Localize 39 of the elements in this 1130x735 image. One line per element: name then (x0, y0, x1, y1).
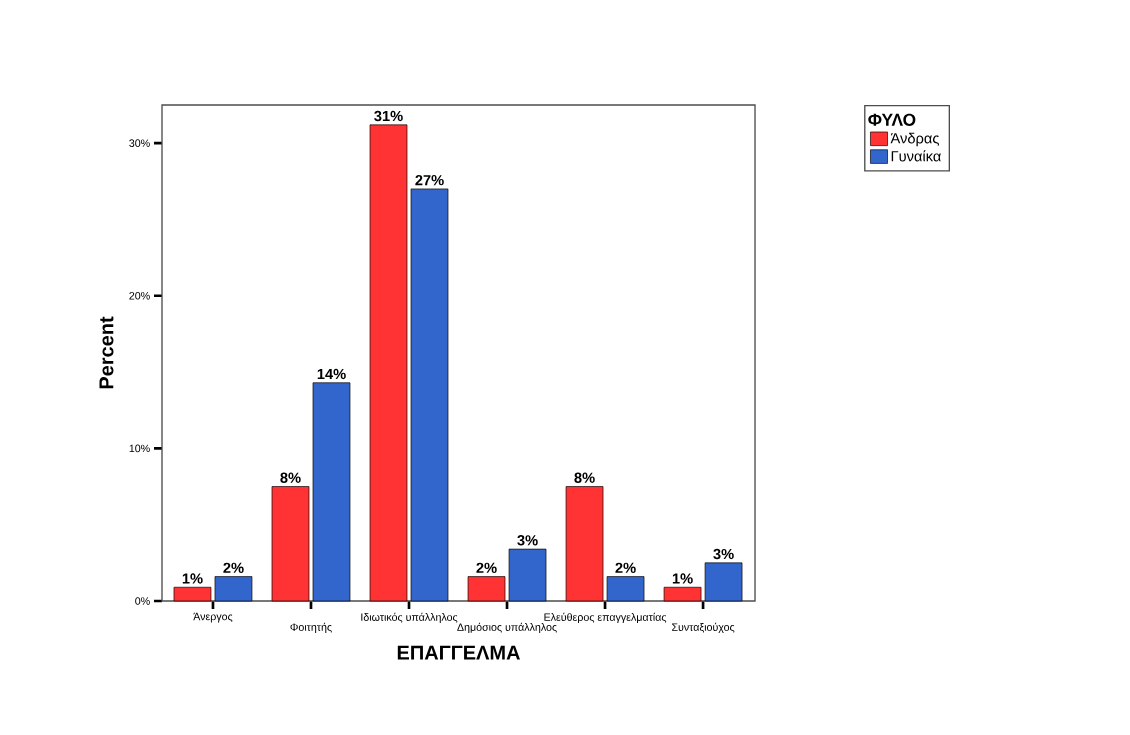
x-tick-label: Ελεύθερος επαγγελματίας (544, 612, 667, 624)
data-label: 3% (517, 535, 538, 546)
bar (271, 486, 310, 602)
y-tick-label: 30% (129, 139, 150, 147)
data-label: 31% (374, 110, 403, 122)
data-label: 2% (615, 562, 636, 573)
data-label: 2% (223, 562, 244, 573)
data-label: 3% (713, 548, 734, 560)
data-label: 1% (672, 573, 693, 584)
data-label: 2% (476, 562, 497, 573)
data-label: 14% (317, 368, 346, 380)
bar (565, 486, 604, 602)
y-tick-label: 0% (135, 597, 150, 605)
data-label: 8% (280, 472, 301, 483)
x-axis-title: ΕΠΑΓΓΕΛΜΑ (397, 645, 520, 660)
data-label: 1% (182, 573, 203, 584)
legend-label: Γυναίκα (891, 150, 941, 162)
bar (369, 124, 408, 602)
bar (173, 586, 212, 602)
x-tick-label: Φοιτητής (290, 622, 332, 634)
x-tick-label: Άνεργος (193, 612, 233, 623)
bar (410, 188, 449, 602)
legend-label: Άνδρας (890, 132, 939, 147)
bar (704, 562, 743, 602)
legend-title: ΦΥΛΟ (868, 113, 916, 126)
y-axis-title: Percent (99, 316, 114, 389)
data-label: 27% (415, 174, 444, 186)
y-tick-label: 10% (129, 444, 150, 453)
bar (606, 576, 645, 602)
bar (508, 548, 547, 602)
bar (467, 576, 506, 602)
bar (312, 382, 351, 602)
x-tick-label: Δημόσιος υπάλληλος (457, 622, 557, 634)
x-tick-label: Συνταξιούχος (671, 622, 735, 634)
bar (663, 586, 702, 602)
y-tick-label: 20% (129, 291, 150, 300)
data-label: 8% (574, 472, 595, 483)
bar (214, 576, 253, 602)
x-tick-label: Ιδιωτικός υπάλληλος (361, 612, 458, 624)
